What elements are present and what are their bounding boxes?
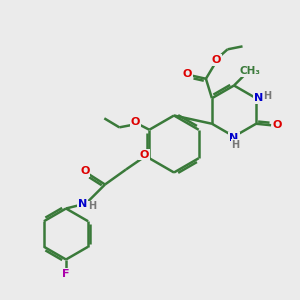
Text: H: H bbox=[88, 201, 96, 212]
Text: O: O bbox=[182, 69, 192, 79]
Text: F: F bbox=[62, 269, 70, 279]
Text: N: N bbox=[230, 133, 238, 143]
Text: O: O bbox=[212, 55, 221, 65]
Text: H: H bbox=[263, 91, 272, 101]
Text: N: N bbox=[78, 199, 87, 209]
Text: O: O bbox=[272, 120, 282, 130]
Text: N: N bbox=[254, 93, 263, 103]
Text: CH₃: CH₃ bbox=[240, 66, 261, 76]
Text: H: H bbox=[231, 140, 240, 150]
Text: O: O bbox=[130, 117, 140, 127]
Text: O: O bbox=[80, 166, 90, 176]
Text: O: O bbox=[139, 149, 149, 160]
